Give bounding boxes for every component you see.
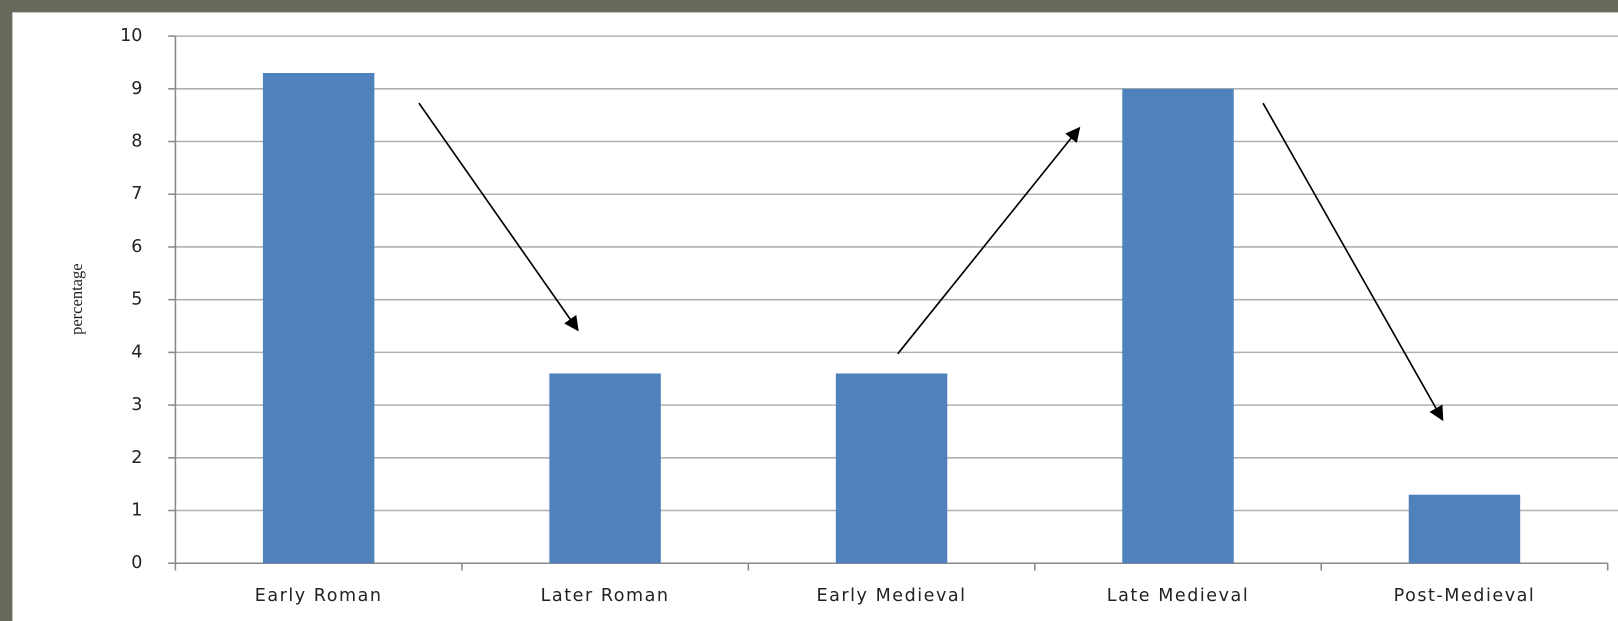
bar (1408, 494, 1521, 564)
x-tick-label: Post-Medieval (1394, 586, 1536, 606)
annotations (418, 102, 1444, 422)
arrow (897, 126, 1081, 355)
bar (1122, 88, 1234, 564)
y-axis-label: percentage (67, 263, 86, 334)
y-tick-label: 2 (131, 448, 142, 468)
background (12, 12, 1618, 621)
x-tick-label: Later Roman (541, 586, 670, 606)
plot: 0 1 2 3 4 5 6 7 8 9 10 Early Roman Later Roman Early … (120, 26, 1618, 606)
y-tick-label: 6 (131, 237, 142, 257)
arrow (418, 102, 579, 332)
y-tick-label: 0 (131, 553, 142, 573)
x-tick-label: Early Roman (255, 586, 383, 606)
y-tick-label: 8 (131, 132, 142, 152)
x-tick-label: Late Medieval (1107, 586, 1249, 606)
bar (262, 73, 375, 564)
y-tick-label: 3 (131, 395, 142, 415)
y-tick-label: 1 (131, 501, 142, 521)
y-tick-label: 4 (131, 342, 142, 362)
y-tick-label: 7 (131, 184, 142, 204)
y-tick-label: 5 (131, 290, 142, 310)
bar (835, 373, 948, 564)
y-tick-label: 10 (120, 26, 142, 46)
arrow (1262, 102, 1444, 422)
y-tick-label: 9 (131, 79, 142, 99)
bar (549, 373, 661, 564)
x-tick-label: Early Medieval (816, 586, 966, 606)
